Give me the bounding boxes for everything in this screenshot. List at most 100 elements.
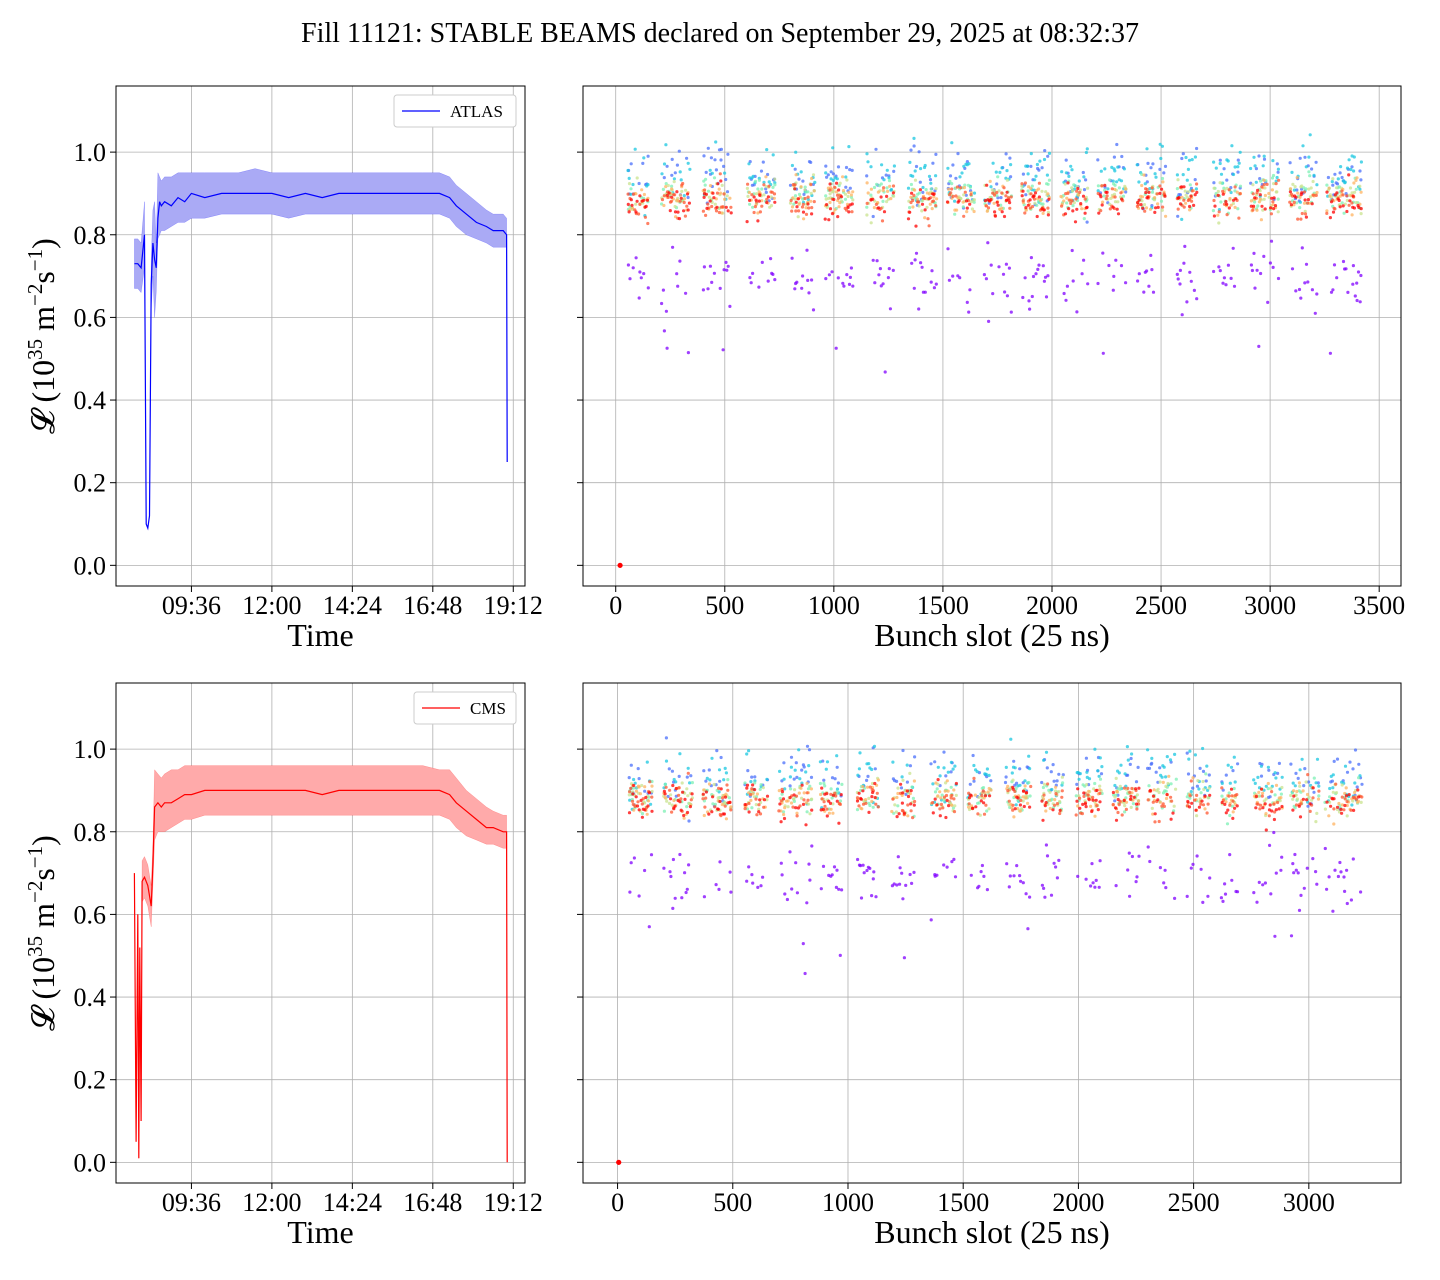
bunch-point <box>684 291 688 295</box>
bunch-point <box>780 792 784 796</box>
bunch-point <box>1007 198 1011 202</box>
bunch-point <box>1355 785 1359 789</box>
bunch-point <box>1331 790 1335 794</box>
bunch-point <box>673 804 677 808</box>
bunch-point <box>778 769 782 774</box>
bunch-point <box>627 182 632 186</box>
bunch-point <box>1350 191 1354 195</box>
bunch-point <box>639 798 643 803</box>
bunch-point <box>728 800 732 805</box>
bunch-point <box>795 775 799 780</box>
bunch-point <box>1098 791 1102 796</box>
bunch-point <box>1221 281 1225 285</box>
bunch-point <box>1189 779 1193 783</box>
bunch-point <box>1128 894 1132 898</box>
bunch-point <box>1212 214 1216 218</box>
bunch-point <box>1087 798 1091 802</box>
bunch-point <box>1233 205 1237 209</box>
bunch-point <box>1111 790 1115 795</box>
bunch-point <box>1289 934 1294 938</box>
bunch-point <box>802 798 806 802</box>
bunch-point <box>841 175 845 179</box>
bunch-point <box>1222 202 1227 206</box>
bunch-point <box>1233 806 1237 810</box>
bunch-point <box>1031 274 1036 279</box>
bunch-point <box>959 186 963 190</box>
bunch-point <box>1116 165 1120 169</box>
bunch-point <box>745 752 749 756</box>
bunch-point <box>783 892 787 896</box>
bunch-point <box>1009 195 1013 199</box>
bunch-point <box>912 136 916 140</box>
uncertainty-band <box>134 765 508 1163</box>
bunch-point <box>1053 789 1058 793</box>
bunch-point <box>949 191 953 195</box>
bunch-point <box>831 146 835 150</box>
bunch-point <box>992 201 996 205</box>
bunch-point <box>1158 800 1162 804</box>
bunch-point <box>688 167 692 171</box>
bunch-point <box>891 184 896 188</box>
bunch-point <box>887 176 891 180</box>
bunch-point <box>1294 868 1298 872</box>
bunch-point <box>1325 209 1329 213</box>
y-axis-label-part: s <box>25 271 61 283</box>
bunch-point <box>704 796 708 800</box>
bunch-point <box>1013 766 1017 770</box>
bunch-point <box>720 803 724 807</box>
bunch-point <box>887 267 891 271</box>
bunch-point <box>942 766 946 770</box>
bunch-point <box>1226 808 1230 812</box>
bunch-point <box>1074 794 1078 798</box>
bunch-point <box>1358 184 1362 188</box>
bunch-point <box>847 282 852 286</box>
bunch-point <box>929 187 933 191</box>
bunch-point <box>930 269 934 273</box>
legend: ATLAS <box>393 94 517 128</box>
bunch-point <box>920 209 924 213</box>
bunch-point <box>835 177 839 181</box>
bunch-point <box>1276 276 1281 281</box>
bunch-point <box>1298 156 1302 160</box>
bunch-point <box>790 209 794 213</box>
bunch-point <box>805 901 809 905</box>
bunch-point <box>704 213 708 217</box>
bunch-point <box>706 202 710 206</box>
bunch-point <box>829 792 833 796</box>
bunch-point <box>1047 151 1052 155</box>
bunch-point <box>669 797 673 801</box>
bunch-point <box>1255 208 1259 212</box>
bunch-point <box>1224 800 1228 804</box>
bunch-point <box>995 182 999 186</box>
bunch-point <box>1183 189 1187 193</box>
bunch-point <box>704 170 708 174</box>
bunch-point <box>673 204 677 209</box>
bunch-point <box>1276 800 1280 805</box>
bunch-point <box>1358 169 1362 173</box>
bunch-point <box>1011 803 1015 807</box>
bunch-point <box>825 814 829 818</box>
bunch-point <box>1116 212 1121 216</box>
bunch-point <box>1100 203 1104 207</box>
bunch-point <box>847 190 851 195</box>
bunch-point <box>1009 737 1013 741</box>
bunch-point <box>1224 811 1228 815</box>
bunch-point <box>947 278 952 282</box>
bunch-point <box>748 276 752 280</box>
bunch-point <box>1021 172 1025 176</box>
bunch-point <box>758 787 762 792</box>
bunch-point <box>1158 191 1162 195</box>
bunch-point <box>824 767 828 771</box>
bunch-point <box>1304 165 1308 169</box>
bunch-point <box>688 781 692 785</box>
bunch-point <box>993 214 998 218</box>
bunch-point <box>645 812 649 816</box>
bunch-point <box>999 196 1003 200</box>
bunch-point <box>678 752 682 756</box>
bunch-point <box>833 777 837 781</box>
bunch-point <box>848 275 853 279</box>
bunch-point <box>1034 174 1038 178</box>
bunch-point <box>1221 189 1225 193</box>
bunch-point <box>1351 282 1355 286</box>
bunch-point <box>1266 781 1270 786</box>
